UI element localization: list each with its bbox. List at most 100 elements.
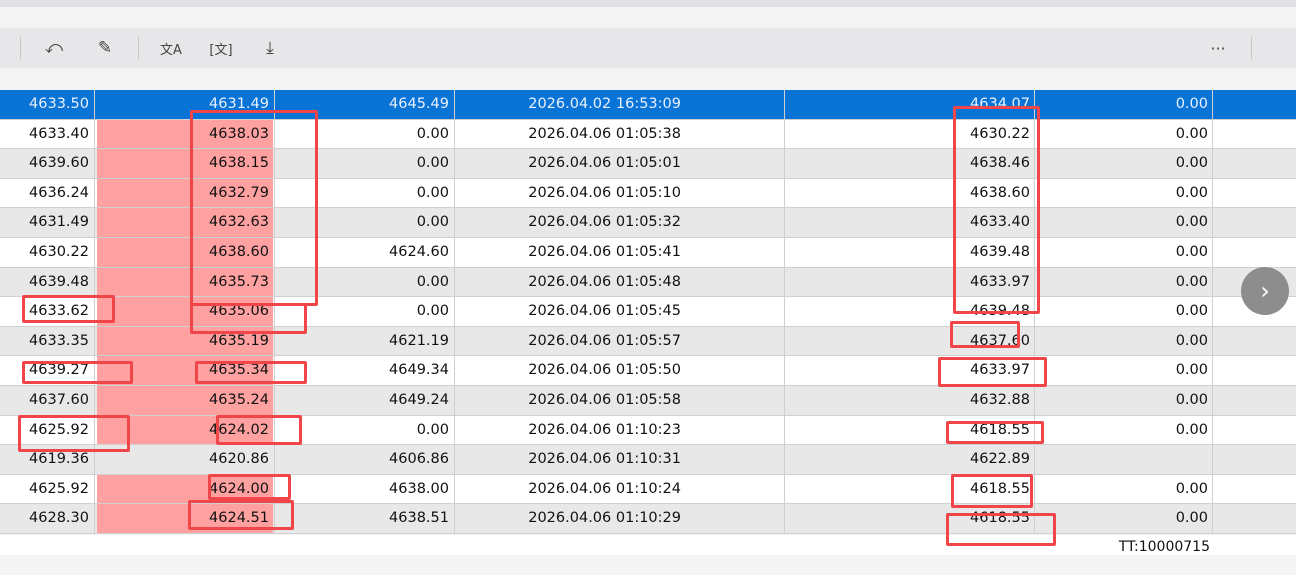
cell-col-2: 4638.15 bbox=[95, 149, 275, 178]
divider bbox=[138, 36, 139, 60]
cell-col-4: 2026.04.06 01:10:24 bbox=[455, 474, 785, 504]
cell-col-3: 4649.24 bbox=[275, 385, 455, 415]
top-strip bbox=[0, 0, 1296, 7]
annotation-box bbox=[22, 361, 133, 384]
table-row[interactable]: 4628.30 4624.51 4638.51 2026.04.06 01:10:29… bbox=[0, 504, 1296, 534]
cell-col-2: 4638.03 bbox=[95, 119, 275, 149]
cell-col-3: 0.00 bbox=[275, 415, 455, 445]
cell-col-7 bbox=[1213, 416, 1296, 445]
cell-col-1: 4639.27 bbox=[0, 356, 95, 385]
cell-col-1: 4633.50 bbox=[0, 90, 95, 119]
cell-col-4: 2026.04.06 01:05:58 bbox=[455, 385, 785, 415]
annotation-box bbox=[938, 357, 1047, 387]
cell-col-7 bbox=[1213, 120, 1296, 149]
table-row[interactable]: 4639.60 4638.15 0.00 2026.04.06 01:05:01 463… bbox=[0, 149, 1296, 179]
cell-col-6: 0.00 bbox=[1035, 267, 1213, 297]
more-options-button[interactable]: ··· bbox=[1210, 38, 1226, 58]
download-icon[interactable]: ⤓ bbox=[266, 38, 274, 58]
cell-col-4: 2026.04.06 01:05:45 bbox=[455, 297, 785, 326]
table-row[interactable]: 4633.40 4638.03 0.00 2026.04.06 01:05:38 463… bbox=[0, 119, 1296, 150]
cell-col-1: 4633.35 bbox=[0, 326, 95, 356]
annotation-box bbox=[208, 474, 291, 500]
table-row[interactable]: 4630.22 4638.60 4624.60 2026.04.06 01:05:41… bbox=[0, 237, 1296, 268]
cell-col-3: 4638.00 bbox=[275, 474, 455, 504]
cell-col-1: 4637.60 bbox=[0, 385, 95, 415]
cell-col-7 bbox=[1213, 386, 1296, 415]
cell-col-5: 4630.22 bbox=[785, 119, 1035, 149]
cell-col-3: 4621.19 bbox=[275, 326, 455, 356]
annotation-box bbox=[18, 415, 130, 452]
cell-col-2: 4635.73 bbox=[95, 267, 275, 297]
annotation-box bbox=[195, 361, 307, 384]
cell-col-3: 0.00 bbox=[275, 149, 455, 178]
cell-col-3: 4638.51 bbox=[275, 504, 455, 533]
cell-col-7 bbox=[1213, 327, 1296, 356]
table-row[interactable]: 4633.62 4635.06 0.00 2026.04.06 01:05:45 463… bbox=[0, 297, 1296, 327]
cell-col-3: 0.00 bbox=[275, 178, 455, 208]
cell-col-1: 4633.62 bbox=[0, 297, 95, 326]
cell-col-2: 4631.49 bbox=[95, 90, 275, 119]
annotation-box bbox=[946, 421, 1044, 444]
table-row[interactable]: 4637.60 4635.24 4649.24 2026.04.06 01:05:58… bbox=[0, 385, 1296, 416]
table-row-selected[interactable]: 4633.50 4631.49 4645.49 2026.04.02 16:53:09… bbox=[0, 90, 1296, 120]
cell-col-6: 0.00 bbox=[1035, 385, 1213, 415]
rotate-frame-icon[interactable]: ⤺ bbox=[44, 38, 64, 58]
table-row[interactable]: 4631.49 4632.63 0.00 2026.04.06 01:05:32 463… bbox=[0, 208, 1296, 238]
cell-col-6: 0.00 bbox=[1035, 90, 1213, 119]
cell-col-1: 4625.92 bbox=[0, 415, 95, 445]
cell-col-7 bbox=[1213, 149, 1296, 178]
cell-col-5: 4638.60 bbox=[785, 178, 1035, 208]
cell-col-4: 2026.04.02 16:53:09 bbox=[455, 90, 785, 119]
cell-col-4: 2026.04.06 01:05:01 bbox=[455, 149, 785, 178]
cell-col-4: 2026.04.06 01:05:32 bbox=[455, 208, 785, 237]
annotation-box bbox=[190, 303, 307, 334]
cell-col-3: 0.00 bbox=[275, 208, 455, 237]
cell-col-6: 0.00 bbox=[1035, 297, 1213, 326]
cell-col-6: 0.00 bbox=[1035, 326, 1213, 356]
cell-col-2: 4620.86 bbox=[95, 445, 275, 474]
cell-col-5: 4618.55 bbox=[785, 415, 1035, 445]
cell-col-5: 4638.46 bbox=[785, 149, 1035, 178]
cell-col-6: 0.00 bbox=[1035, 415, 1213, 445]
cell-col-5: 4639.48 bbox=[785, 237, 1035, 267]
cell-col-7 bbox=[1213, 208, 1296, 237]
cell-col-5: 4633.97 bbox=[785, 267, 1035, 297]
cell-col-5: 4633.40 bbox=[785, 208, 1035, 237]
edit-icon[interactable]: ✎ bbox=[97, 38, 113, 58]
divider bbox=[20, 36, 21, 60]
table-row[interactable]: 4619.36 4620.86 4606.86 2026.04.06 01:10:31… bbox=[0, 445, 1296, 475]
cell-col-6: 0.00 bbox=[1035, 119, 1213, 149]
translate-image-icon[interactable]: 文A bbox=[160, 42, 182, 58]
cell-col-1: 4625.92 bbox=[0, 474, 95, 504]
table-row[interactable]: 4625.92 4624.02 0.00 2026.04.06 01:10:23 461… bbox=[0, 415, 1296, 446]
next-button[interactable]: › bbox=[1241, 267, 1289, 315]
terminal-id: TT:10000715 bbox=[1118, 539, 1210, 555]
data-table: 4633.50 4631.49 4645.49 2026.04.02 16:53:09… bbox=[0, 90, 1296, 534]
cell-col-7 bbox=[1213, 445, 1296, 474]
cell-col-6: 0.00 bbox=[1035, 178, 1213, 208]
cell-col-2: 4635.24 bbox=[95, 385, 275, 415]
annotation-box bbox=[953, 106, 1040, 314]
cell-col-5: 4618.55 bbox=[785, 474, 1035, 504]
cell-col-4: 2026.04.06 01:05:41 bbox=[455, 237, 785, 267]
cell-col-3: 4606.86 bbox=[275, 445, 455, 474]
cell-col-1: 4619.36 bbox=[0, 445, 95, 474]
cell-col-1: 4633.40 bbox=[0, 119, 95, 149]
cell-col-1: 4636.24 bbox=[0, 178, 95, 208]
cell-col-2: 4632.63 bbox=[95, 208, 275, 237]
cell-col-5: 4637.60 bbox=[785, 326, 1035, 356]
cell-col-1: 4630.22 bbox=[0, 237, 95, 267]
cell-col-6: 0.00 bbox=[1035, 356, 1213, 385]
table-row[interactable]: 4636.24 4632.79 0.00 2026.04.06 01:05:10 463… bbox=[0, 178, 1296, 209]
cell-col-6 bbox=[1035, 445, 1213, 474]
cell-col-1: 4631.49 bbox=[0, 208, 95, 237]
extract-text-icon[interactable]: [文] bbox=[209, 42, 233, 58]
annotation-box bbox=[22, 295, 115, 323]
cell-col-7 bbox=[1213, 238, 1296, 267]
cell-col-4: 2026.04.06 01:10:29 bbox=[455, 504, 785, 533]
table-row[interactable]: 4639.48 4635.73 0.00 2026.04.06 01:05:48 463… bbox=[0, 267, 1296, 298]
cell-col-2: 4624.02 bbox=[95, 415, 275, 445]
toolbar: ⤺ ✎ 文A [文] ⤓ ··· bbox=[0, 28, 1296, 68]
cell-col-1: 4639.60 bbox=[0, 149, 95, 178]
annotation-box bbox=[216, 415, 302, 445]
